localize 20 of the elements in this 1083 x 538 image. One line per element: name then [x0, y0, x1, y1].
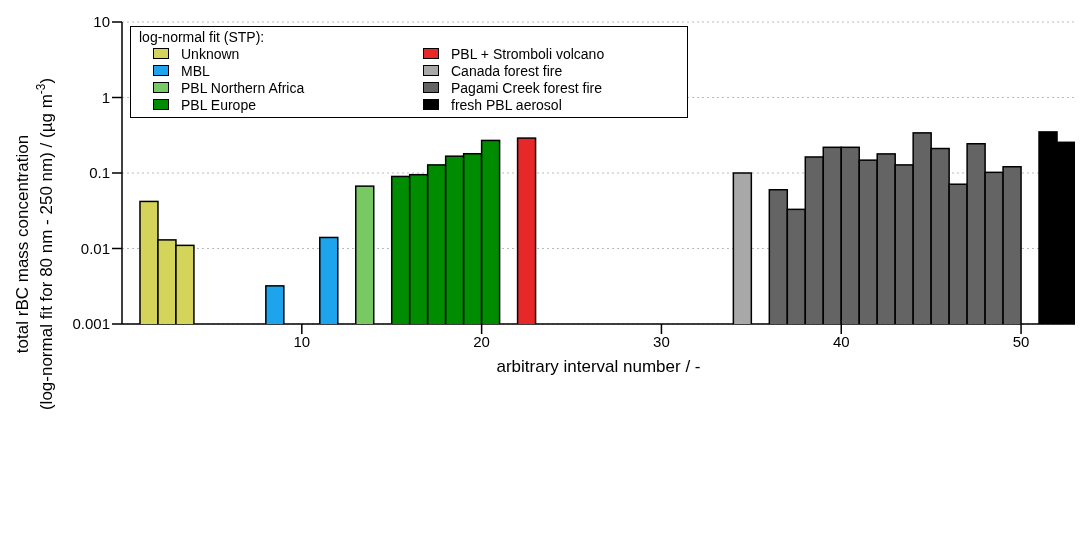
legend-label: PBL Northern Africa [181, 79, 305, 96]
y-tick-label: 1 [101, 88, 110, 106]
y-tick-label: 10 [93, 13, 110, 31]
x-tick-label: 40 [832, 332, 850, 350]
x-tick-label: 50 [1012, 332, 1030, 350]
legend-title: log-normal fit (STP): [139, 29, 266, 45]
y-tick-label: 0.1 [89, 164, 110, 182]
legend-label: PBL + Stromboli volcano [451, 45, 605, 62]
legend-label: fresh PBL aerosol [451, 96, 562, 113]
x-tick-label: 10 [293, 332, 311, 350]
legend-label: Pagami Creek forest fire [451, 79, 602, 96]
x-tick-label: 20 [473, 332, 490, 350]
x-axis-title: arbitrary interval number / - [496, 357, 701, 376]
y-tick-label: 0.01 [80, 239, 110, 257]
legend-label: Unknown [181, 45, 240, 62]
legend-label: PBL Europe [181, 96, 256, 113]
legend-label: Canada forest fire [451, 62, 563, 79]
x-tick-label: 30 [653, 332, 670, 350]
legend-label: MBL [181, 62, 210, 79]
y-tick-label: 0.001 [72, 315, 110, 333]
